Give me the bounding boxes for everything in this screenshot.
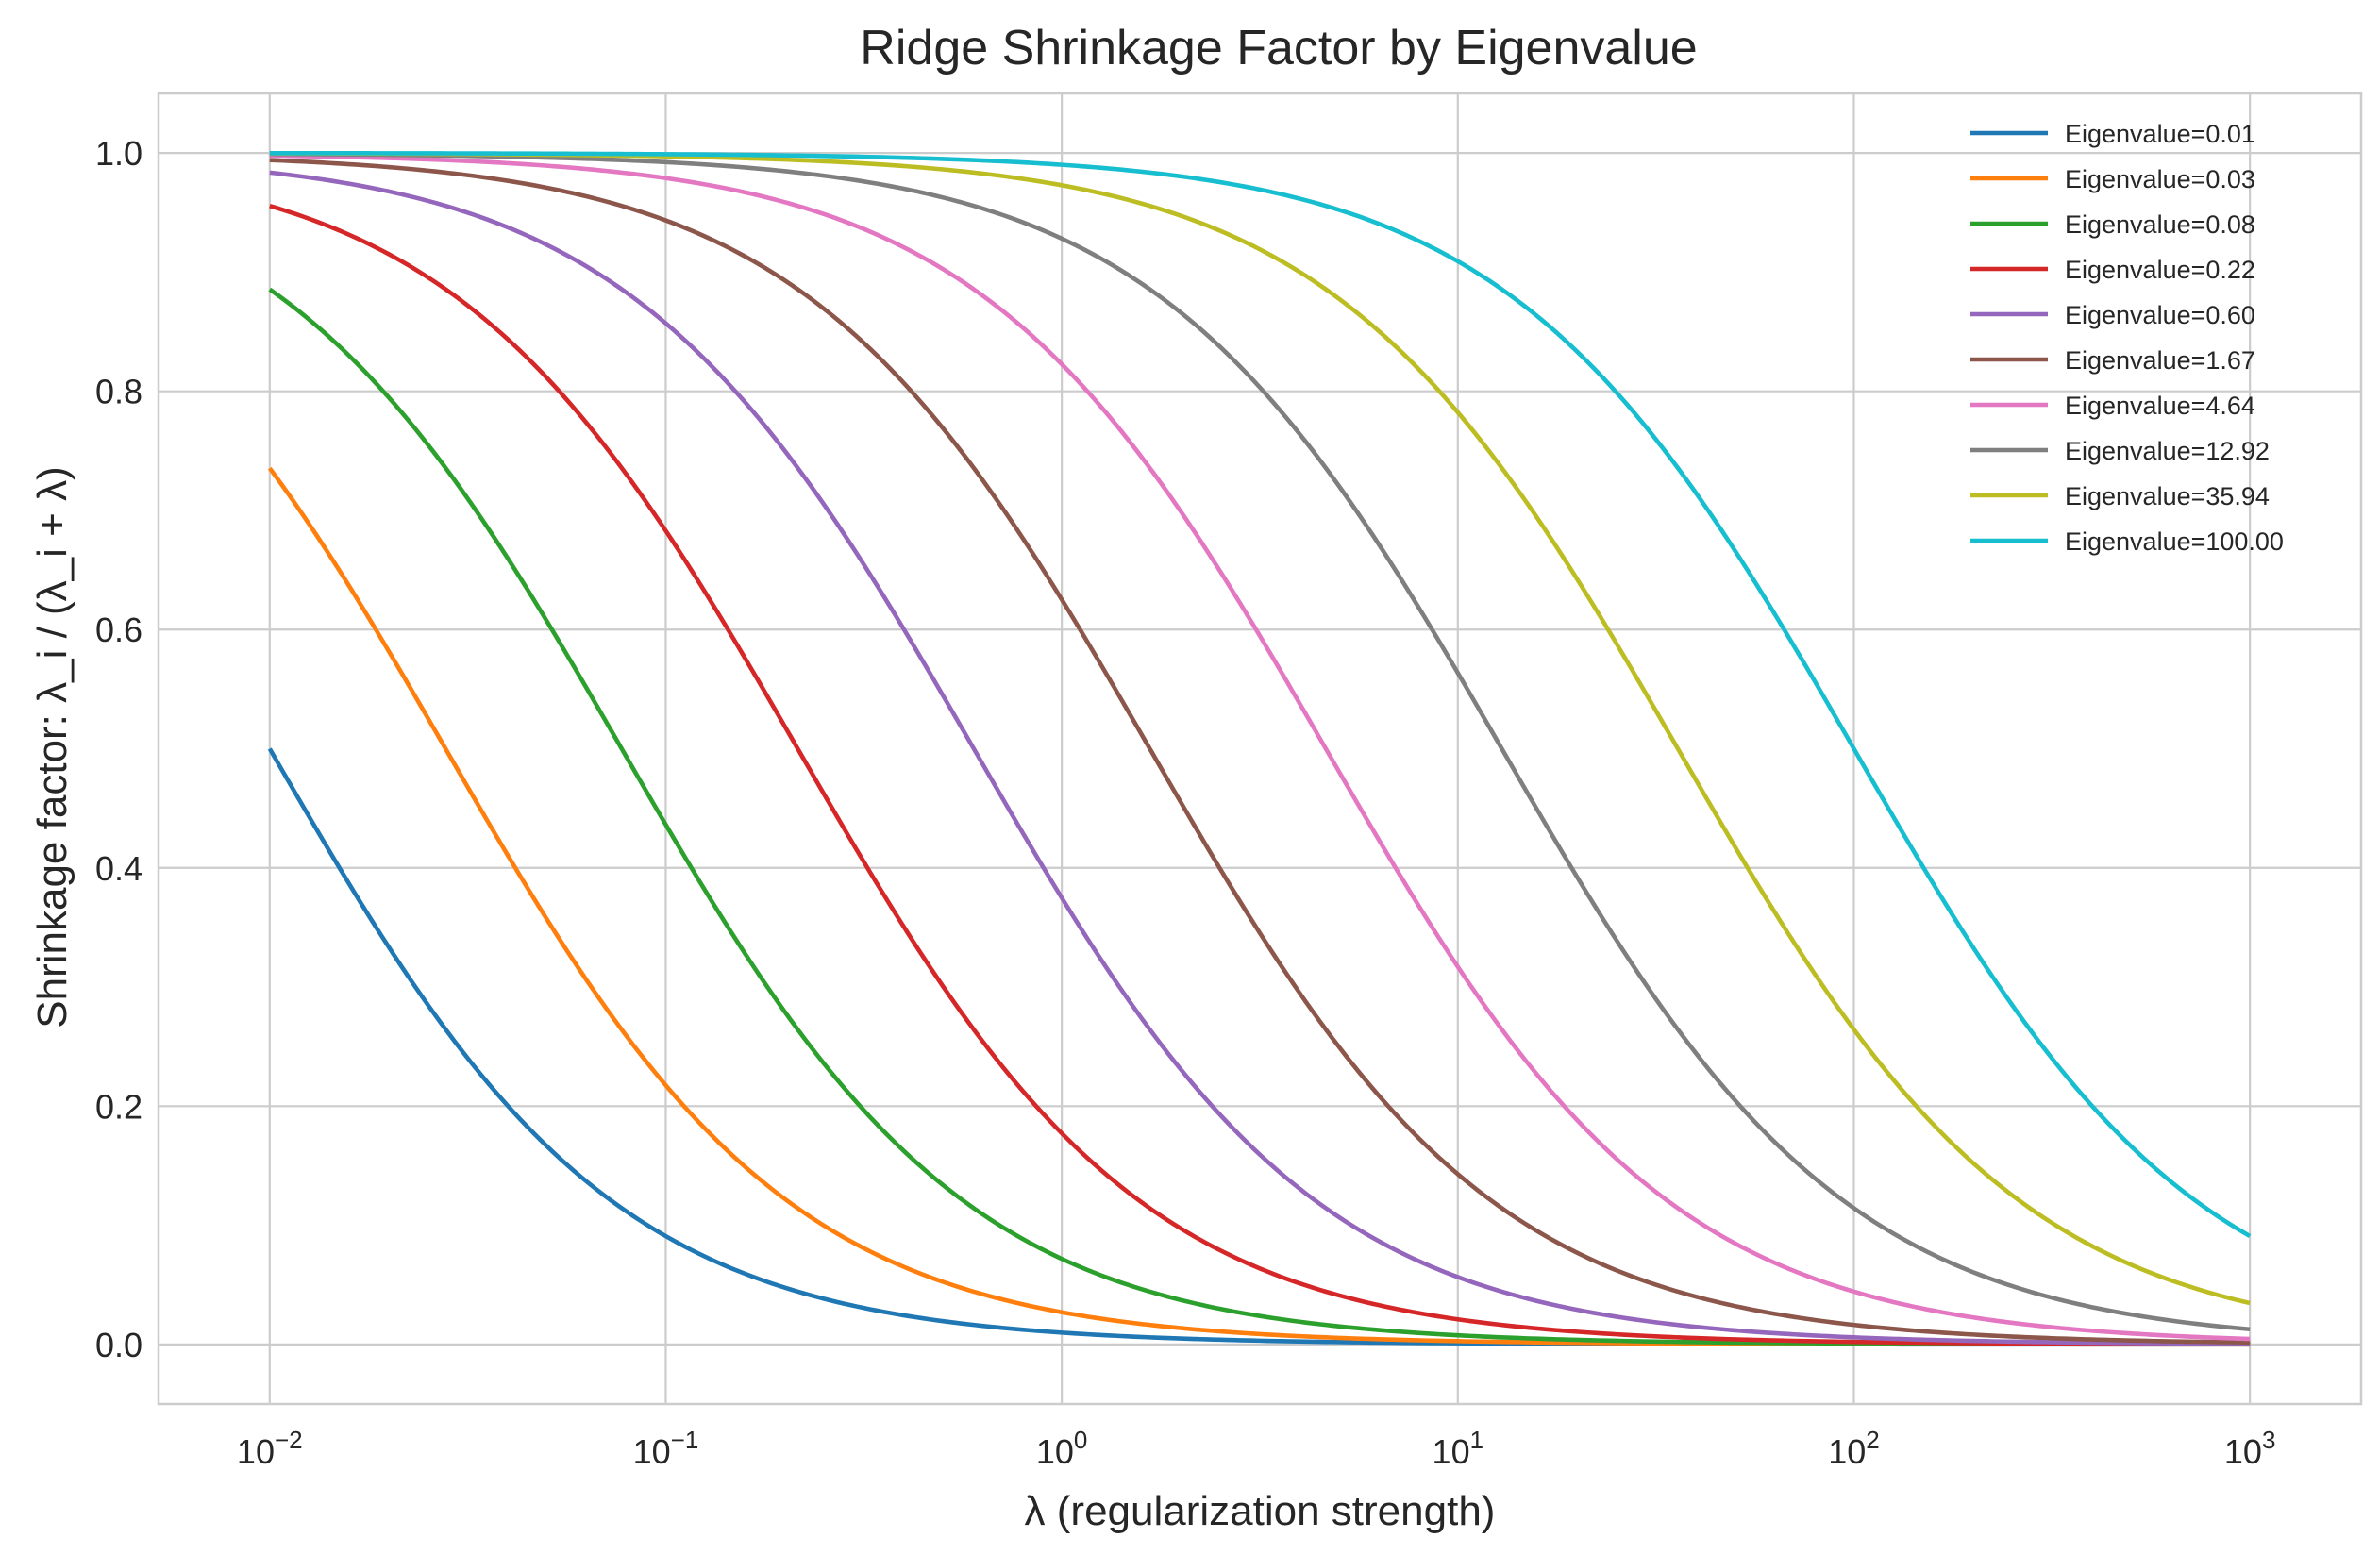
x-axis-label: λ (regularization strength) xyxy=(1025,1488,1496,1534)
series-line xyxy=(269,151,2251,1306)
y-tick-labels: 0.0 0.2 0.4 0.6 0.8 1.0 xyxy=(95,134,142,1364)
y-tick-label: 0.8 xyxy=(95,373,142,411)
y-tick-label: 0.0 xyxy=(95,1326,142,1364)
legend-entry: Eigenvalue=35.94 xyxy=(2065,482,2270,510)
series-line xyxy=(267,466,2251,1347)
series-line xyxy=(269,153,2251,1342)
chart-title: Ridge Shrinkage Factor by Eigenvalue xyxy=(860,21,1697,75)
series-line xyxy=(269,203,2251,1346)
y-axis-label: Shrinkage factor: λ_i / (λ_i + λ) xyxy=(29,466,75,1028)
x-tick-label: 103 xyxy=(2224,1426,2276,1471)
legend-entry: Eigenvalue=0.08 xyxy=(2065,210,2255,239)
y-tick-label: 0.2 xyxy=(95,1087,142,1126)
x-tick-label: 10−2 xyxy=(237,1426,303,1471)
y-tick-label: 1.0 xyxy=(95,134,142,173)
x-tick-label: 101 xyxy=(1433,1426,1484,1471)
legend-entry: Eigenvalue=0.03 xyxy=(2065,165,2255,193)
legend-entry: Eigenvalue=0.60 xyxy=(2065,301,2255,329)
series-line xyxy=(269,150,2252,1239)
x-tick-label: 100 xyxy=(1036,1426,1088,1471)
legend-entry: Eigenvalue=0.01 xyxy=(2065,120,2255,148)
legend-entry: Eigenvalue=12.92 xyxy=(2065,437,2270,465)
legend-entry: Eigenvalue=0.22 xyxy=(2065,256,2255,284)
legend-entry: Eigenvalue=1.67 xyxy=(2065,346,2255,375)
series-line xyxy=(269,170,2251,1346)
x-tick-label: 102 xyxy=(1828,1426,1880,1471)
plot-frame xyxy=(157,92,2363,1406)
series-line xyxy=(268,287,2251,1347)
x-tick-label: 10−1 xyxy=(633,1426,699,1471)
legend-entry: Eigenvalue=100.00 xyxy=(2065,527,2284,556)
y-tick-label: 0.6 xyxy=(95,610,142,649)
series-lines xyxy=(267,150,2252,1347)
series-line xyxy=(269,158,2251,1346)
x-tick-labels: 10−2 10−1 100 101 102 103 xyxy=(237,1426,2275,1471)
y-tick-label: 0.4 xyxy=(95,849,142,888)
series-line xyxy=(267,747,2251,1347)
series-line xyxy=(269,151,2251,1332)
legend: Eigenvalue=0.01 Eigenvalue=0.03 Eigenvalue… xyxy=(1970,120,2284,556)
legend-entry: Eigenvalue=4.64 xyxy=(2065,392,2255,420)
